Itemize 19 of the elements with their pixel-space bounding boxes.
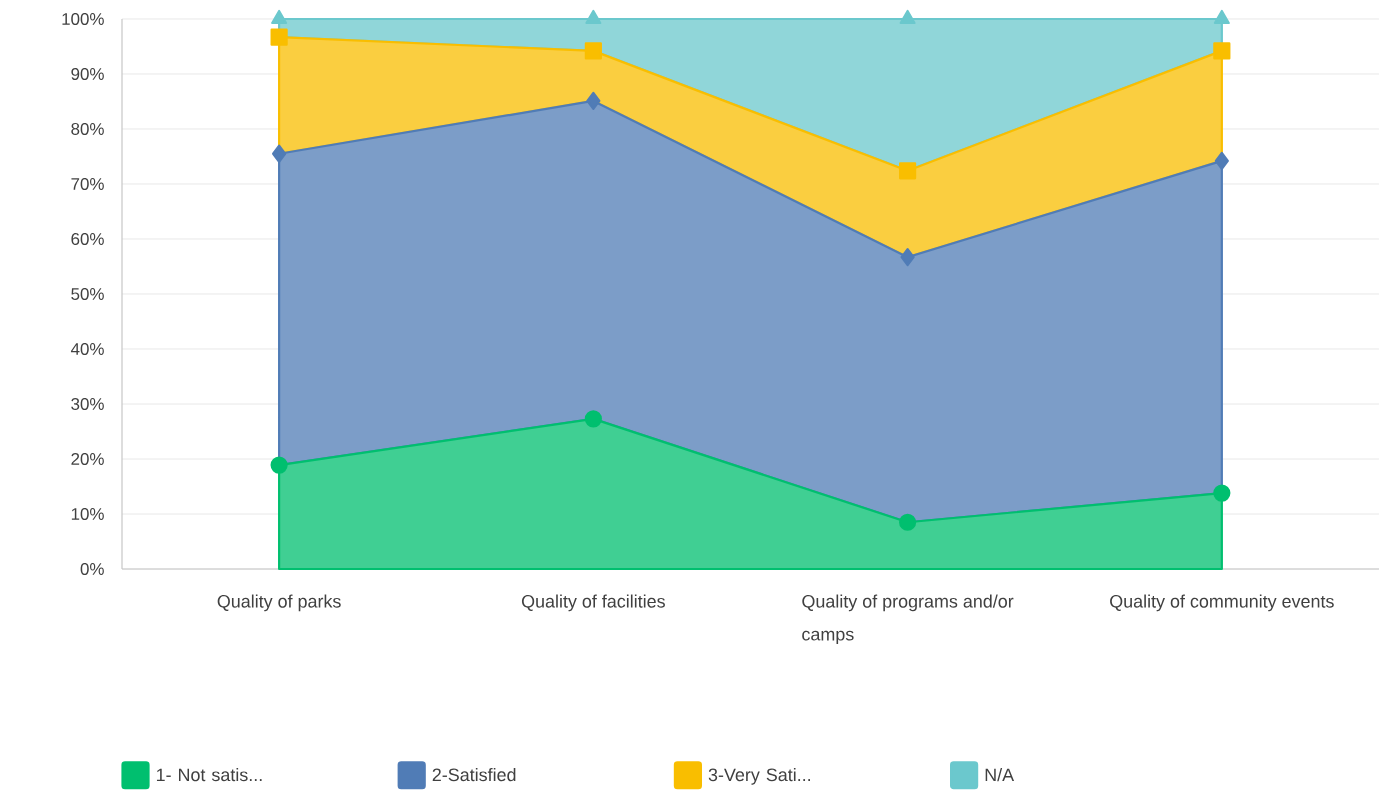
x-tick-label: Quality of community events: [1110, 594, 1334, 612]
legend-label: 2-Satisfied: [432, 768, 516, 782]
y-tick-label: 20%: [71, 453, 104, 465]
y-tick-label: 60%: [71, 233, 104, 245]
legend-label: N/A: [985, 768, 1015, 782]
y-tick-label: 90%: [71, 68, 104, 80]
y-tick-label: 30%: [71, 398, 104, 410]
y-tick-label: 10%: [71, 508, 104, 520]
y-tick-label: 100%: [62, 13, 104, 25]
x-tick-label: Quality of facilities: [521, 594, 665, 612]
x-tick-label: Quality of parks: [217, 594, 341, 612]
y-tick-label: 50%: [71, 288, 104, 300]
legend-label: 3-Very Sati...: [708, 768, 811, 785]
y-tick-label: 40%: [70, 343, 104, 355]
y-tick-label: 80%: [71, 123, 104, 135]
x-tick-label: Quality of programs and/or camps: [802, 594, 1014, 645]
y-tick-label: 70%: [71, 178, 104, 190]
legend-label: 1- Not satis...: [156, 768, 262, 782]
y-tick-label: 0%: [80, 563, 104, 575]
